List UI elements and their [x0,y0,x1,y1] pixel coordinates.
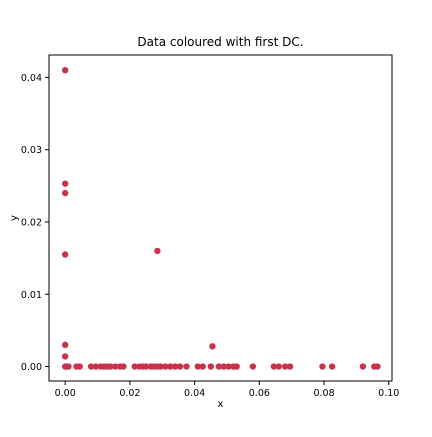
y-tick-label: 0.01 [21,290,42,301]
data-point [176,363,184,370]
data-point [61,251,69,258]
data-point [112,363,119,370]
data-point [61,66,69,74]
data-point [171,363,179,370]
data-point [120,363,127,370]
x-axis-label: x [218,399,224,410]
y-tick-label: 0.00 [21,362,42,373]
data-point [61,180,69,187]
data-point [65,363,72,370]
x-tick-label: 0.02 [119,388,140,399]
data-point [92,363,100,370]
data-point [220,363,227,370]
chart-title: Data coloured with first DC. [137,35,303,49]
x-axis: 0.00 0.02 0.04 0.06 0.08 0.10 [55,381,399,399]
points-layer [61,66,381,370]
data-point [61,353,69,360]
y-axis: 0.00 0.01 0.02 0.03 0.04 [21,73,49,373]
data-point [162,363,169,370]
data-point [374,363,381,370]
data-point [207,363,214,370]
data-point [157,363,164,370]
x-tick-label: 0.10 [378,388,399,399]
x-tick-label: 0.00 [55,388,76,399]
plot-area-frame [48,54,393,382]
data-point [270,363,278,370]
x-tick-label: 0.08 [313,388,334,399]
y-tick-label: 0.02 [21,217,42,228]
data-point [142,363,150,370]
data-point [225,363,232,370]
data-point [249,363,257,370]
data-point [215,363,223,370]
data-point [199,363,206,370]
data-point [359,363,367,370]
data-point [286,363,294,370]
y-axis-label: y [9,215,20,221]
data-point [183,363,190,370]
data-point [194,363,202,370]
x-tick-label: 0.06 [249,388,270,399]
data-point [209,343,216,350]
data-point [87,363,95,370]
x-tick-label: 0.04 [184,388,205,399]
y-tick-label: 0.04 [21,73,42,84]
data-point [107,363,114,370]
data-point [233,363,240,370]
data-point [319,363,326,370]
data-point [61,189,69,197]
data-point [282,363,289,370]
data-point [328,363,336,370]
y-tick-label: 0.03 [21,145,42,156]
data-point [167,363,174,370]
data-point [154,247,161,255]
data-point [131,363,138,370]
data-point [76,363,83,370]
data-point [275,363,282,370]
data-point [61,341,69,349]
